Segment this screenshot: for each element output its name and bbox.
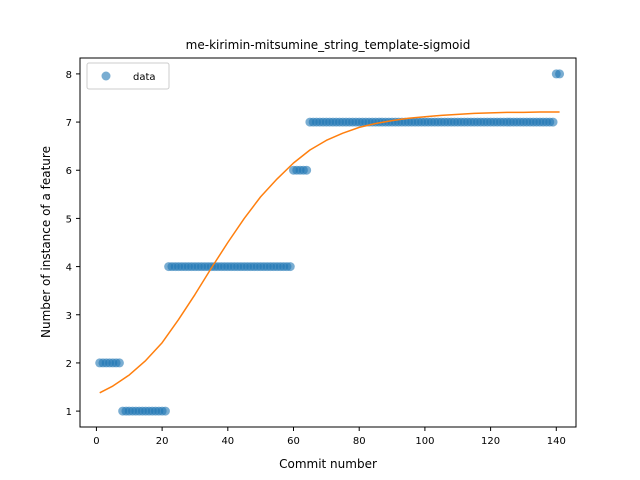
x-tick-label: 100 [415,436,434,447]
x-tick-label: 20 [156,436,169,447]
y-axis-label: Number of instance of a feature [39,146,53,338]
x-tick-label: 40 [221,436,234,447]
x-tick-label: 0 [93,436,99,447]
data-point [285,262,295,272]
y-tick-label: 7 [66,118,72,129]
y-tick-label: 2 [66,359,72,370]
x-axis-label: Commit number [279,457,377,471]
y-tick-label: 8 [66,70,72,81]
legend: data [86,62,170,90]
data-point [302,165,312,175]
x-tick-label: 60 [287,436,300,447]
legend-marker-data [101,71,111,81]
y-axis-ticks: 1 2 3 4 5 6 7 8 [66,70,80,418]
data-point [548,117,558,127]
y-tick-label: 1 [66,407,72,418]
x-axis-ticks: 0 20 40 60 80 100 120 140 [93,427,566,447]
legend-box [86,62,170,90]
data-point [114,358,124,368]
y-tick-label: 5 [66,214,72,225]
y-tick-label: 3 [66,311,72,322]
data-point [555,69,565,79]
y-tick-label: 4 [66,263,72,274]
data-point [160,406,170,416]
x-tick-label: 80 [353,436,366,447]
chart-title: me-kirimin-mitsumine_string_template-sig… [186,38,471,52]
legend-label-data: data [133,72,156,83]
x-tick-label: 140 [547,436,566,447]
plot-area [95,69,565,416]
plot-frame [79,57,577,428]
x-tick-label: 120 [481,436,500,447]
fit-line [99,111,560,394]
y-tick-label: 6 [66,166,72,177]
